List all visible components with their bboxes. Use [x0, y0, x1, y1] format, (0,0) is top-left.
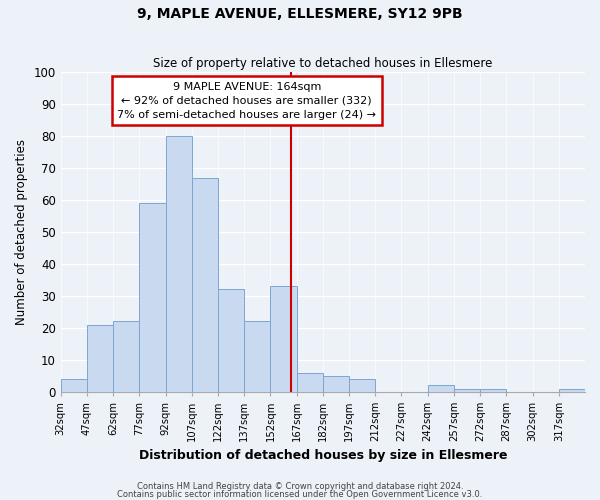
Bar — [139, 203, 166, 392]
Y-axis label: Number of detached properties: Number of detached properties — [15, 139, 28, 325]
Bar — [454, 388, 480, 392]
Text: Contains HM Land Registry data © Crown copyright and database right 2024.: Contains HM Land Registry data © Crown c… — [137, 482, 463, 491]
Bar — [113, 322, 139, 392]
Bar — [349, 379, 375, 392]
Bar — [87, 324, 113, 392]
Bar — [166, 136, 192, 392]
Bar — [271, 286, 296, 392]
Bar — [559, 388, 585, 392]
Bar — [244, 322, 271, 392]
Title: Size of property relative to detached houses in Ellesmere: Size of property relative to detached ho… — [153, 56, 493, 70]
Bar — [296, 372, 323, 392]
Bar — [323, 376, 349, 392]
Bar — [218, 290, 244, 392]
Text: 9 MAPLE AVENUE: 164sqm
← 92% of detached houses are smaller (332)
7% of semi-det: 9 MAPLE AVENUE: 164sqm ← 92% of detached… — [118, 82, 376, 120]
Bar — [61, 379, 87, 392]
Bar — [428, 386, 454, 392]
Bar — [192, 178, 218, 392]
Text: Contains public sector information licensed under the Open Government Licence v3: Contains public sector information licen… — [118, 490, 482, 499]
Bar — [480, 388, 506, 392]
Text: 9, MAPLE AVENUE, ELLESMERE, SY12 9PB: 9, MAPLE AVENUE, ELLESMERE, SY12 9PB — [137, 8, 463, 22]
X-axis label: Distribution of detached houses by size in Ellesmere: Distribution of detached houses by size … — [139, 450, 507, 462]
